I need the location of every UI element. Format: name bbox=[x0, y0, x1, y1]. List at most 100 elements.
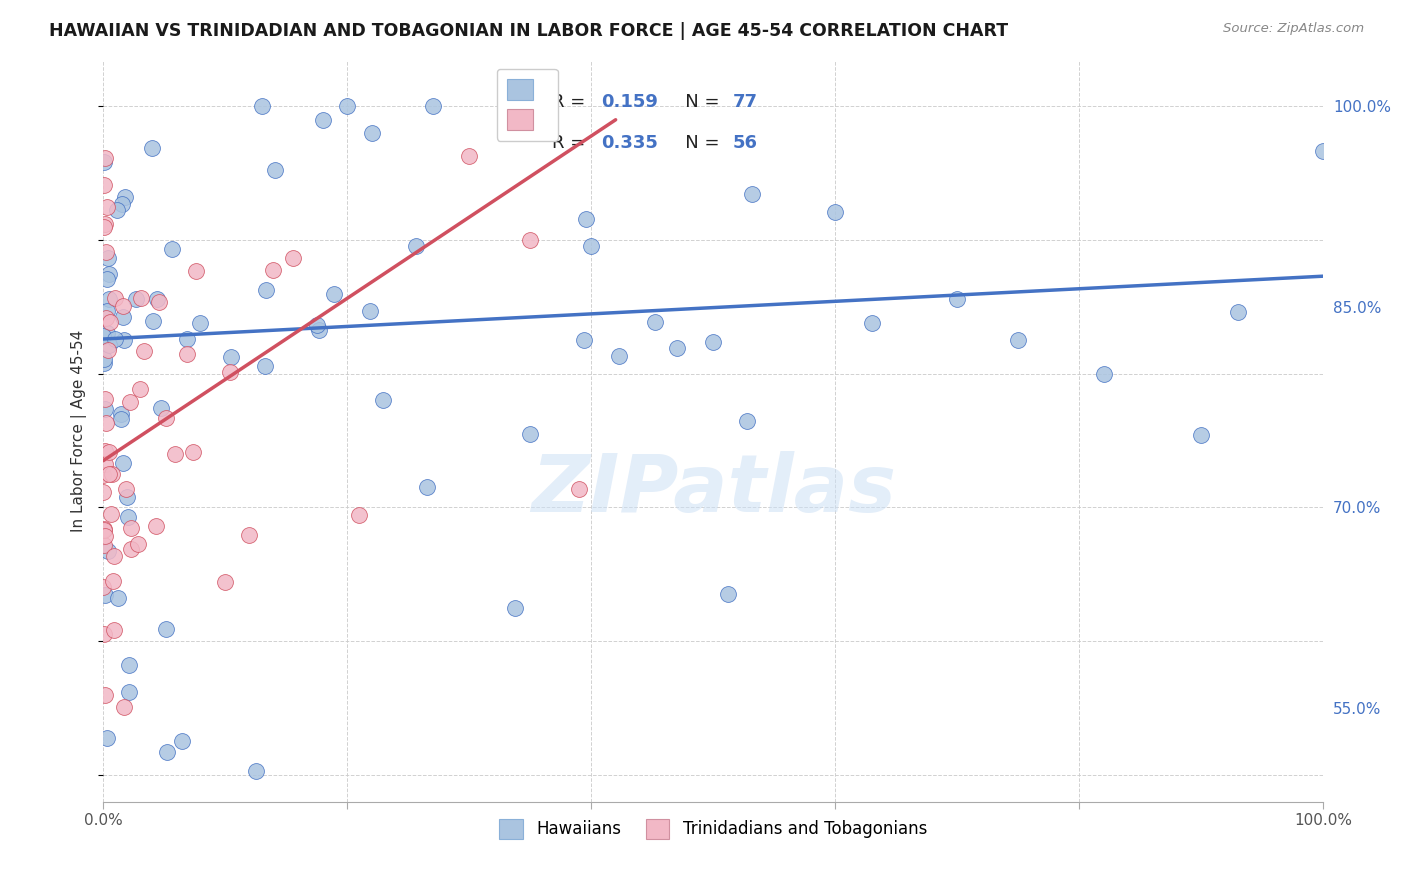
Point bbox=[1226, 305, 1249, 319]
Point bbox=[359, 304, 381, 318]
Point bbox=[94, 392, 117, 406]
Point bbox=[172, 733, 194, 747]
Point bbox=[114, 190, 136, 204]
Point bbox=[111, 299, 134, 313]
Point bbox=[93, 538, 115, 552]
Point bbox=[824, 204, 846, 219]
Point bbox=[262, 263, 284, 277]
Y-axis label: In Labor Force | Age 45-54: In Labor Force | Age 45-54 bbox=[72, 329, 87, 532]
Point bbox=[93, 485, 115, 500]
Point bbox=[93, 522, 115, 536]
Point bbox=[361, 126, 384, 140]
Point bbox=[96, 731, 118, 745]
Point bbox=[93, 356, 115, 370]
Point bbox=[717, 586, 740, 600]
Point bbox=[98, 292, 121, 306]
Point bbox=[1312, 145, 1334, 159]
Point bbox=[94, 688, 117, 702]
Point bbox=[107, 591, 129, 606]
Point bbox=[94, 529, 117, 543]
Point bbox=[91, 468, 114, 483]
Point bbox=[94, 217, 117, 231]
Point bbox=[263, 163, 285, 178]
Point bbox=[118, 657, 141, 672]
Point bbox=[129, 382, 152, 396]
Text: N =: N = bbox=[668, 134, 725, 152]
Point bbox=[665, 342, 688, 356]
Point bbox=[120, 394, 142, 409]
Point bbox=[115, 482, 138, 496]
Text: N =: N = bbox=[668, 93, 725, 111]
Point bbox=[184, 263, 207, 277]
Point bbox=[254, 359, 277, 374]
Point bbox=[1007, 333, 1029, 347]
Point bbox=[214, 575, 236, 590]
Point bbox=[118, 684, 141, 698]
Point bbox=[145, 519, 167, 533]
Point bbox=[163, 447, 186, 461]
Point bbox=[581, 239, 603, 253]
Point bbox=[96, 326, 118, 340]
Point bbox=[312, 112, 335, 127]
Point bbox=[142, 313, 165, 327]
Point bbox=[94, 457, 117, 471]
Point bbox=[305, 318, 328, 333]
Point bbox=[254, 283, 277, 297]
Point bbox=[238, 528, 260, 542]
Point bbox=[104, 291, 127, 305]
Point bbox=[127, 537, 149, 551]
Point bbox=[120, 542, 142, 557]
Point bbox=[1092, 367, 1115, 381]
Point bbox=[120, 521, 142, 535]
Point bbox=[93, 154, 115, 169]
Point bbox=[97, 267, 120, 281]
Point bbox=[176, 347, 198, 361]
Point bbox=[702, 334, 724, 349]
Point bbox=[96, 304, 118, 318]
Point bbox=[503, 601, 526, 615]
Point bbox=[94, 443, 117, 458]
Point bbox=[103, 623, 125, 637]
Point bbox=[101, 467, 124, 481]
Point bbox=[91, 328, 114, 343]
Text: HAWAIIAN VS TRINIDADIAN AND TOBAGONIAN IN LABOR FORCE | AGE 45-54 CORRELATION CH: HAWAIIAN VS TRINIDADIAN AND TOBAGONIAN I… bbox=[49, 22, 1008, 40]
Point bbox=[98, 467, 121, 481]
Point bbox=[94, 311, 117, 326]
Point bbox=[181, 444, 204, 458]
Point bbox=[607, 349, 630, 363]
Point bbox=[221, 351, 243, 365]
Point bbox=[93, 523, 115, 537]
Point bbox=[94, 151, 117, 165]
Point bbox=[155, 622, 177, 636]
Point bbox=[458, 148, 481, 162]
Point bbox=[93, 580, 115, 594]
Point bbox=[111, 456, 134, 470]
Point bbox=[519, 233, 541, 247]
Point bbox=[644, 315, 666, 329]
Text: R =: R = bbox=[553, 134, 591, 152]
Point bbox=[101, 574, 124, 588]
Point bbox=[93, 627, 115, 641]
Point bbox=[93, 220, 115, 235]
Point bbox=[94, 588, 117, 602]
Point bbox=[96, 200, 118, 214]
Point bbox=[160, 242, 183, 256]
Point bbox=[405, 239, 427, 253]
Point bbox=[946, 292, 969, 306]
Point bbox=[100, 314, 122, 328]
Point bbox=[97, 343, 120, 358]
Point bbox=[112, 333, 135, 347]
Point bbox=[115, 490, 138, 504]
Point bbox=[281, 251, 304, 265]
Point bbox=[416, 479, 439, 493]
Point bbox=[98, 338, 121, 352]
Point bbox=[97, 544, 120, 558]
Point bbox=[93, 178, 115, 193]
Point bbox=[145, 292, 167, 306]
Point bbox=[735, 414, 758, 428]
Point bbox=[155, 411, 177, 425]
Point bbox=[111, 196, 134, 211]
Text: Source: ZipAtlas.com: Source: ZipAtlas.com bbox=[1223, 22, 1364, 36]
Point bbox=[96, 271, 118, 285]
Text: 56: 56 bbox=[733, 134, 758, 152]
